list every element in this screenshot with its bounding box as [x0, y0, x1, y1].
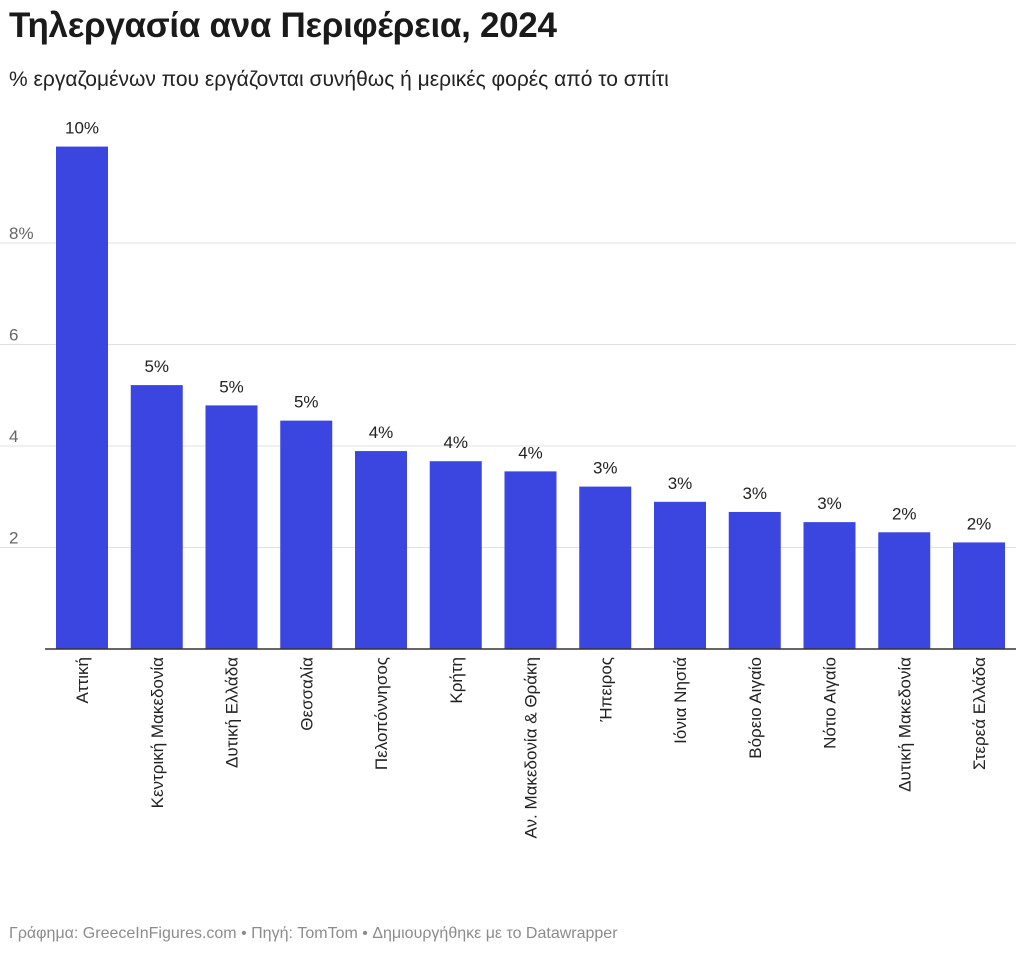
bar: [878, 532, 931, 649]
data-label: 5%: [219, 377, 244, 396]
category-label: Κρήτη: [447, 657, 466, 704]
category-label: Στερεά Ελλάδα: [970, 657, 989, 770]
category-label: Ιόνια Νησιά: [671, 657, 690, 744]
data-label: 2%: [892, 504, 917, 523]
chart-title: Τηλεργασία ανα Περιφέρεια, 2024: [9, 6, 557, 45]
data-label: 4%: [518, 443, 543, 462]
data-label: 2%: [967, 514, 992, 533]
bar: [205, 405, 258, 649]
data-label: 10%: [65, 119, 99, 138]
bar: [504, 471, 557, 649]
bar: [803, 522, 856, 649]
category-label: Ήπειρος: [596, 657, 615, 723]
y-tick-label: 8%: [9, 224, 34, 243]
data-label: 3%: [817, 494, 842, 513]
category-label: Δυτική Ελλάδα: [223, 657, 242, 768]
y-tick-label: 6: [9, 326, 18, 345]
bar: [130, 385, 183, 649]
chart-footer: Γράφημα: GreeceInFigures.com • Πηγή: Tom…: [9, 925, 618, 942]
category-label: Αττική: [73, 657, 92, 704]
data-label: 3%: [668, 474, 693, 493]
data-label: 4%: [443, 433, 468, 452]
bar: [579, 486, 632, 649]
data-label: 5%: [144, 357, 169, 376]
data-label: 4%: [369, 423, 394, 442]
bar: [654, 501, 706, 649]
bar: [953, 542, 1005, 649]
data-label: 3%: [742, 484, 767, 503]
category-label: Δυτική Μακεδονία: [895, 657, 914, 792]
category-label: Νότιο Αιγαίο: [821, 657, 840, 749]
category-label: Πελοπόννησος: [372, 657, 391, 770]
bar: [728, 511, 781, 649]
chart-subtitle: % εργαζομένων που εργάζονται συνήθως ή μ…: [9, 68, 669, 91]
bar-chart: 2 4 6 8% 10% Αττική 5% Κεντρική Μακεδονία 5% Δυτ…: [0, 119, 1016, 839]
bars: [56, 146, 1005, 649]
bar: [355, 451, 407, 649]
category-label: Αν. Μακεδονία & Θράκη: [522, 657, 541, 839]
category-label: Θεσσαλία: [297, 657, 316, 731]
y-tick-label: 4: [9, 427, 18, 446]
category-label: Κεντρική Μακεδονία: [148, 657, 167, 809]
data-label: 5%: [294, 393, 319, 412]
y-tick-label: 2: [9, 529, 18, 548]
bar: [280, 420, 333, 649]
bar: [56, 146, 108, 649]
category-label: Βόρειο Αιγαίο: [746, 657, 765, 759]
bar: [429, 461, 482, 649]
data-labels: 10% Αττική 5% Κεντρική Μακεδονία 5% Δυτική Ελ…: [65, 119, 991, 839]
data-label: 3%: [593, 459, 618, 478]
